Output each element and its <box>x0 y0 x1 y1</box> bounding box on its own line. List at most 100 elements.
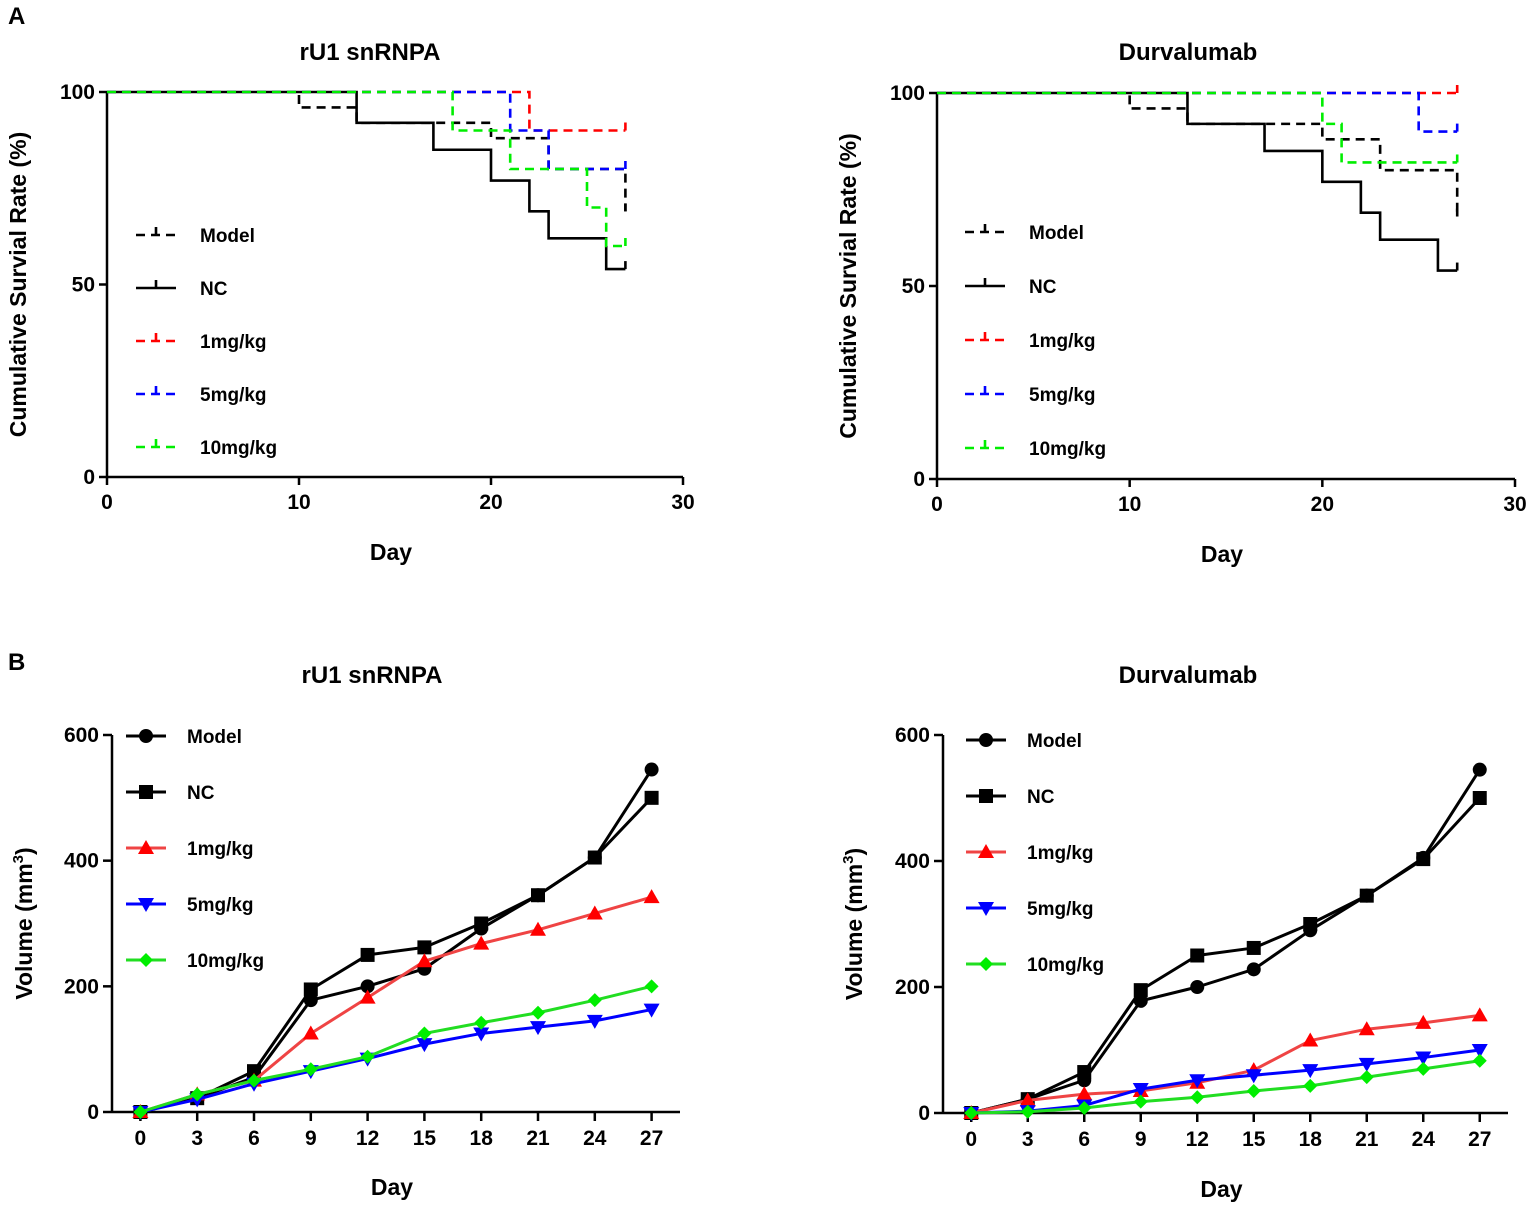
legend-label: 1mg/kg <box>200 332 267 353</box>
legend-marker <box>979 733 993 747</box>
data-point-10mg-kg <box>1190 1090 1205 1105</box>
panel-letter-b: B <box>8 649 25 676</box>
x-tick-label: 27 <box>640 1127 663 1150</box>
data-point-5mg-kg <box>1302 1064 1319 1079</box>
data-point-nc <box>1133 983 1148 998</box>
data-point-1mg-kg <box>643 889 660 904</box>
x-tick-label: 21 <box>526 1127 550 1150</box>
y-tick-label: 200 <box>895 976 930 999</box>
legend-item-10mg-kg: 10mg/kg <box>965 439 1106 460</box>
legend-label: 10mg/kg <box>187 951 264 972</box>
data-point-nc <box>587 850 602 865</box>
data-point-nc <box>247 1064 261 1079</box>
legend-label: NC <box>187 783 215 804</box>
legend-label: 5mg/kg <box>1029 385 1096 406</box>
data-point-5mg-kg <box>416 1038 433 1053</box>
legend-label: Model <box>1029 223 1084 244</box>
legend-item-1mg-kg: 1mg/kg <box>136 332 267 353</box>
data-point-10mg-kg <box>1303 1078 1318 1093</box>
x-tick-label: 18 <box>1299 1128 1323 1151</box>
data-point-model <box>1246 962 1261 977</box>
y-axis-label: Volume (mm3) <box>10 847 37 999</box>
data-point-5mg-kg <box>1415 1051 1432 1066</box>
data-point-5mg-kg <box>1132 1083 1149 1098</box>
y-tick-label: 0 <box>83 466 95 489</box>
volume-chart-durvalumab: Durvalumab 0 200 400 600 0 3 6 9 12 15 18 21 24 27 Day V… <box>840 662 1508 1202</box>
legend-item-1mg-kg: 1mg/kg <box>966 843 1094 864</box>
series-line-model <box>140 768 653 1114</box>
legend-item-model: Model <box>966 731 1082 752</box>
data-point-1mg-kg <box>586 905 603 920</box>
legend-label: Model <box>187 727 242 748</box>
x-tick-label: 12 <box>1186 1128 1209 1151</box>
x-tick-label: 30 <box>671 491 694 514</box>
x-tick-label: 0 <box>135 1127 147 1150</box>
y-tick-label: 0 <box>87 1101 99 1124</box>
legend-label: 10mg/kg <box>200 438 277 459</box>
legend-item-model: Model <box>965 223 1084 244</box>
data-point-1mg-kg <box>1471 1007 1488 1022</box>
legend-marker <box>139 729 153 743</box>
legend-marker <box>139 785 153 799</box>
data-point-10mg-kg <box>1472 1053 1487 1068</box>
x-tick-label: 20 <box>479 491 502 514</box>
y-tick-label: 600 <box>64 724 99 747</box>
series-line-5mg-kg <box>107 90 626 171</box>
series-line-10mg-kg <box>139 984 652 1114</box>
data-point-10mg-kg <box>1077 1100 1092 1115</box>
legend-item-nc: NC <box>136 279 228 300</box>
chart-title: Durvalumab <box>1119 39 1258 66</box>
legend-label: 5mg/kg <box>200 385 267 406</box>
data-point-10mg-kg <box>964 1106 979 1120</box>
y-tick-label: 600 <box>895 724 930 747</box>
legend-item-5mg-kg: 5mg/kg <box>136 385 267 406</box>
data-point-nc <box>303 982 318 997</box>
series-line-10mg-kg <box>937 91 1458 164</box>
series-line-5mg-kg <box>971 1048 1480 1115</box>
x-tick-label: 0 <box>101 491 113 514</box>
data-point-nc <box>644 790 659 805</box>
series-line-nc <box>140 796 653 1114</box>
series-line-nc <box>937 91 1458 272</box>
x-tick-label: 10 <box>1118 493 1141 516</box>
x-tick-label: 30 <box>1503 493 1526 516</box>
legend-item-10mg-kg: 10mg/kg <box>966 955 1104 976</box>
y-tick-label: 200 <box>64 975 99 998</box>
survival-chart-ru1: rU1 snRNPA 0 50 100 0 10 20 30 Day Cumulative Sur… <box>5 39 695 565</box>
legend-marker <box>138 898 154 912</box>
x-tick-label: 9 <box>1135 1128 1147 1151</box>
y-axis-label-text: Volume (mm <box>841 864 867 1000</box>
x-tick-label: 0 <box>965 1128 977 1151</box>
x-tick-label: 10 <box>287 491 310 514</box>
data-point-5mg-kg <box>473 1027 490 1042</box>
y-axis-label-end: ) <box>841 848 867 856</box>
y-axis-label: Cumulative Survial Rate (%) <box>835 133 861 438</box>
data-point-1mg-kg <box>473 935 490 950</box>
y-axis-label-superscript: 3 <box>840 856 857 864</box>
data-point-5mg-kg <box>643 1003 660 1018</box>
data-point-10mg-kg <box>644 979 659 994</box>
legend-marker <box>139 953 153 967</box>
y-tick-label: 100 <box>60 81 95 104</box>
y-tick-label: 50 <box>72 274 95 297</box>
data-point-10mg-kg <box>247 1073 261 1088</box>
legend-label: 1mg/kg <box>1029 331 1096 352</box>
data-point-nc <box>1077 1065 1092 1080</box>
data-point-10mg-kg <box>303 1062 318 1077</box>
series-line-model <box>970 768 1482 1115</box>
legend-item-5mg-kg: 5mg/kg <box>126 895 254 916</box>
y-axis-label-text: Cumulative Survial Rate (%) <box>5 132 31 437</box>
data-point-10mg-kg <box>587 993 602 1008</box>
legend-item-model: Model <box>136 226 255 247</box>
data-point-nc <box>1416 852 1431 867</box>
legend-item-1mg-kg: 1mg/kg <box>965 331 1096 352</box>
data-point-model <box>360 979 375 994</box>
x-tick-label: 12 <box>356 1127 379 1150</box>
data-point-nc <box>360 947 375 962</box>
x-tick-label: 6 <box>1078 1128 1090 1151</box>
legend-marker <box>979 957 993 971</box>
legend-item-5mg-kg: 5mg/kg <box>966 899 1094 920</box>
data-point-5mg-kg <box>1471 1044 1488 1058</box>
data-point-5mg-kg <box>1189 1074 1206 1089</box>
data-point-5mg-kg <box>586 1014 603 1029</box>
